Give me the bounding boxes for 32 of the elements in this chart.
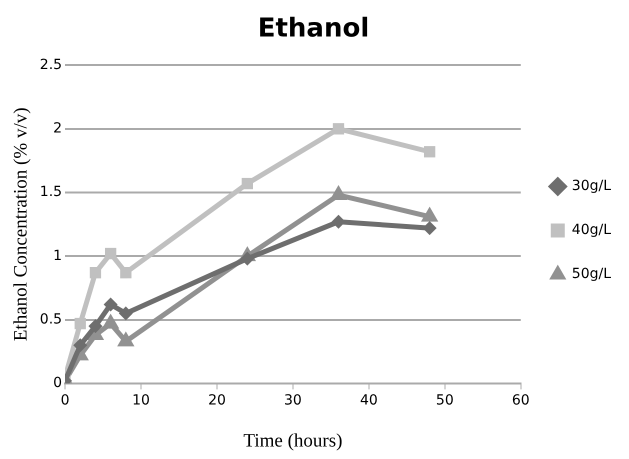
point (90, 267, 102, 278)
y-tick-label: 0 (53, 375, 62, 392)
x-tick-label: 10 (132, 392, 150, 408)
x-tick-label: 50 (436, 392, 454, 408)
x-axis-title: Time (hours) (243, 430, 342, 452)
y-tick-label: 1 (53, 248, 62, 264)
x-tick-label: 60 (512, 392, 530, 408)
legend-label: 40g/L (572, 222, 612, 238)
y-tick-label: 0.5 (40, 311, 62, 328)
y-tick-label: 2.5 (40, 56, 62, 73)
y-tick-label: 1.5 (40, 184, 62, 200)
y-tick-label: 2 (53, 120, 62, 136)
legend-label: 50g/L (572, 266, 612, 282)
point (88, 319, 102, 334)
chart-title: Ethanol (258, 13, 370, 44)
point (424, 146, 436, 158)
point (104, 297, 118, 312)
x-tick-label: 30 (284, 392, 302, 408)
point (331, 214, 346, 229)
y-axis-title: Ethanol Concentration (% v/v) (10, 107, 32, 342)
legend-label: 30g/L (572, 178, 612, 194)
point (120, 267, 132, 278)
point (74, 318, 86, 330)
x-tick-label: 40 (360, 392, 378, 408)
point (332, 123, 344, 134)
point (240, 252, 254, 266)
point (118, 306, 133, 320)
x-tick-label: 20 (208, 392, 226, 408)
point (73, 338, 88, 352)
point (242, 178, 254, 190)
point (422, 221, 437, 236)
point (104, 248, 116, 260)
